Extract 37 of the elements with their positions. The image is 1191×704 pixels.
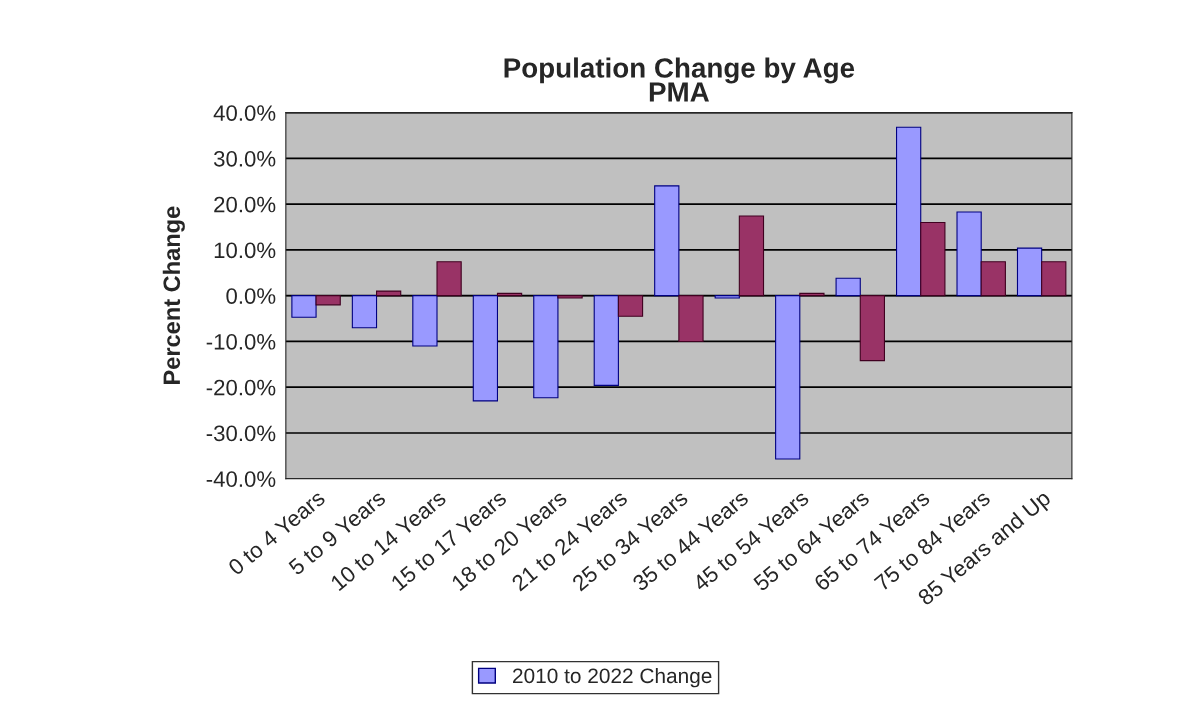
bar	[375, 290, 402, 297]
y-tick-label: -20.0%	[206, 379, 276, 396]
y-tick-label: 40.0%	[213, 105, 276, 121]
bar	[654, 185, 680, 297]
bar	[980, 261, 1006, 297]
y-tick-label: 30.0%	[213, 150, 276, 167]
chart-title: Population Change by Age PMA	[504, 57, 855, 102]
bar	[436, 261, 462, 297]
bar	[351, 295, 378, 329]
bar	[775, 295, 801, 460]
bar	[617, 295, 644, 317]
bar	[557, 295, 583, 299]
bar	[315, 295, 341, 306]
bar	[895, 126, 922, 297]
y-tick-label: 10.0%	[214, 242, 276, 259]
bar	[593, 295, 619, 386]
bar	[1016, 247, 1043, 297]
bar	[920, 221, 946, 297]
bar	[678, 295, 704, 342]
y-tick-label: 0.0%	[226, 288, 276, 304]
bar	[799, 292, 825, 297]
y-axis-title: Percent Change	[162, 206, 185, 384]
bar	[533, 295, 559, 399]
bar	[859, 295, 886, 362]
bar	[714, 295, 740, 299]
legend-label: 2010 to 2022 Change	[513, 667, 712, 688]
y-tick-label: 20.0%	[214, 196, 276, 213]
bar	[412, 295, 438, 347]
bar	[956, 211, 982, 297]
bar	[738, 215, 765, 297]
y-tick-label: -30.0%	[206, 425, 276, 442]
bar	[472, 295, 499, 402]
bar	[835, 277, 861, 297]
y-tick-label: -10.0%	[206, 333, 276, 350]
bar	[1041, 261, 1067, 297]
bar	[291, 295, 317, 318]
y-tick-label: -40.0%	[206, 471, 276, 487]
